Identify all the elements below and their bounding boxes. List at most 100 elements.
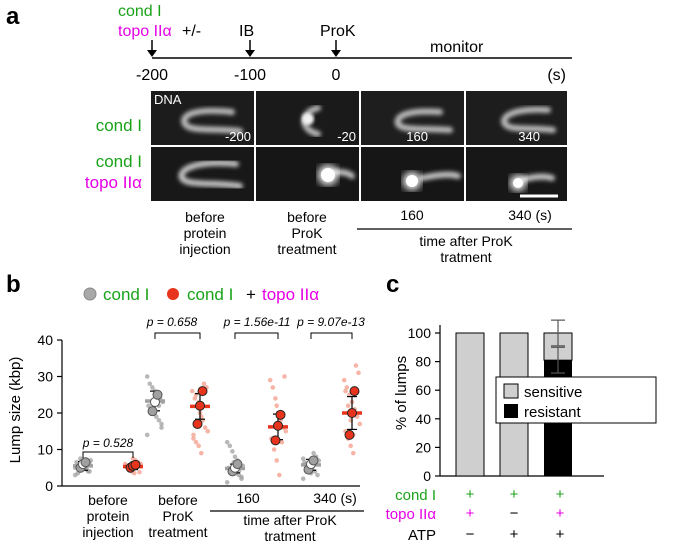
b-point-cond — [239, 474, 244, 480]
caption-c2-line3: treatment — [277, 241, 336, 257]
panel-c: c % of lumps 0 20 40 60 80 100 sensitive resi… — [386, 271, 657, 542]
b-point-cond — [300, 456, 306, 461]
pvalue-1: p = 0.528 — [82, 436, 134, 450]
b-rep-topo — [349, 386, 360, 397]
timeline-tick-1: -100 — [234, 67, 266, 84]
b-y-ticks: 0 10 20 30 40 — [37, 332, 62, 494]
b-point-cond — [156, 418, 162, 423]
b-pvalues: p = 0.528 p = 0.658 p = 1.56e-11 p = 9.0… — [82, 315, 365, 458]
c-atp-mark-1: − — [466, 526, 475, 542]
b-rep-topo — [344, 429, 355, 440]
c-topo-mark-3: + — [556, 505, 565, 522]
b-rep-topo — [192, 418, 203, 429]
b-ytick-label: 0 — [45, 478, 53, 494]
b-g2-line1: before — [158, 492, 198, 508]
b-point-cond — [159, 421, 164, 427]
panel-b: b cond I cond I + topo IIα Lump size (kb… — [6, 271, 365, 542]
b-g1-line1: before — [88, 492, 128, 508]
b-point-topo — [282, 374, 287, 379]
c-legend-resistant: resistant — [524, 404, 582, 421]
b-point-cond — [224, 480, 230, 485]
pvalue-4: p = 9.07e-13 — [296, 315, 365, 329]
b-point-topo — [344, 385, 350, 390]
timeline-prok-label: ProK — [320, 23, 356, 40]
b-point-topo — [277, 472, 282, 478]
frame-r1-c1 — [151, 91, 254, 145]
b-point-topo — [193, 439, 199, 445]
b-rep-topo — [273, 420, 283, 431]
b-point-topo — [351, 450, 356, 456]
b-point-topo — [274, 458, 280, 463]
b-rep-topo — [347, 408, 357, 418]
b-ytick-label: 10 — [37, 442, 53, 458]
c-cond-mark-2: + — [510, 486, 519, 503]
b-ytick-label: 20 — [37, 405, 53, 421]
timeline-unit: (s) — [547, 67, 566, 84]
c-topo-mark-2: − — [510, 505, 519, 522]
b-point-cond — [227, 443, 233, 449]
c-atp-mark-3: + — [556, 526, 565, 542]
frame-r1-c4 — [466, 91, 567, 145]
frame-time-2: -20 — [337, 129, 356, 144]
b-point-topo — [196, 443, 201, 449]
c-legend-sensitive-swatch — [503, 383, 519, 399]
b-g1-line2: protein — [87, 508, 130, 524]
b-point-topo — [273, 396, 278, 401]
b-point-cond — [315, 472, 320, 478]
b-point-topo — [348, 443, 354, 449]
b-point-topo — [353, 363, 359, 368]
panel-c-letter: c — [386, 271, 399, 298]
caption-c3: 160 — [400, 207, 424, 223]
frame-time-4: 340 — [518, 129, 540, 144]
c-ylabel: % of lumps — [393, 356, 410, 430]
timeline-cond-label: cond I — [118, 3, 162, 20]
b-g2-line3: treatment — [148, 524, 207, 540]
b-g2-line2: ProK — [162, 508, 194, 524]
timeline-tick-0: -200 — [136, 67, 168, 84]
b-g3: 160 — [236, 490, 260, 506]
caption-c2-line2: ProK — [291, 225, 323, 241]
b-point-topo — [191, 432, 196, 438]
timeline-monitor-label: monitor — [430, 39, 484, 56]
b-rep-topo — [275, 409, 286, 420]
b-point-topo — [201, 381, 207, 387]
b-point-topo — [356, 370, 361, 376]
b-rep-cond — [147, 406, 158, 417]
b-ytick-label: 30 — [37, 369, 53, 385]
b-bracket-line2: tratment — [264, 528, 315, 542]
b-rep-topo — [270, 435, 281, 446]
b-point-topo — [274, 403, 280, 409]
b-point-topo — [270, 385, 276, 390]
b-point-cond — [159, 425, 164, 430]
c-row-atp-label: ATP — [408, 527, 436, 542]
frame-time-3: 160 — [406, 129, 428, 144]
b-point-topo — [189, 388, 195, 394]
legend-cond-label: cond I — [103, 285, 149, 304]
caption-c1-line3: injection — [179, 241, 230, 257]
b-point-topo — [271, 447, 277, 452]
b-point-topo — [130, 456, 136, 461]
b-bracket-line1: time after ProK — [243, 512, 337, 528]
b-point-cond — [144, 374, 150, 379]
b-rep-cond — [232, 459, 243, 470]
b-point-cond — [224, 439, 230, 445]
legend-topo-label: topo IIα — [262, 285, 319, 304]
b-point-cond — [147, 381, 153, 387]
c-bar-sensitive — [455, 332, 485, 477]
frame-r1-c3 — [361, 91, 464, 145]
c-ytick-label: 100 — [408, 325, 432, 341]
caption-c1-line1: before — [185, 209, 225, 225]
c-ytick-label: 60 — [415, 382, 431, 398]
c-ytick-label: 20 — [415, 439, 431, 455]
b-rep-topo — [130, 459, 141, 470]
b-point-cond — [300, 476, 306, 482]
c-y-ticks: 0 20 40 60 80 100 — [408, 325, 440, 484]
b-point-topo — [341, 377, 347, 383]
panel-a-letter: a — [6, 3, 20, 30]
b-rep-topo — [195, 400, 205, 411]
row2-cond-label: cond I — [96, 152, 142, 171]
panel-a-captions: before protein injection before ProK tre… — [179, 207, 551, 265]
b-rep-cond — [308, 455, 319, 466]
b-point-topo — [343, 388, 348, 394]
b-point-cond — [232, 454, 238, 460]
